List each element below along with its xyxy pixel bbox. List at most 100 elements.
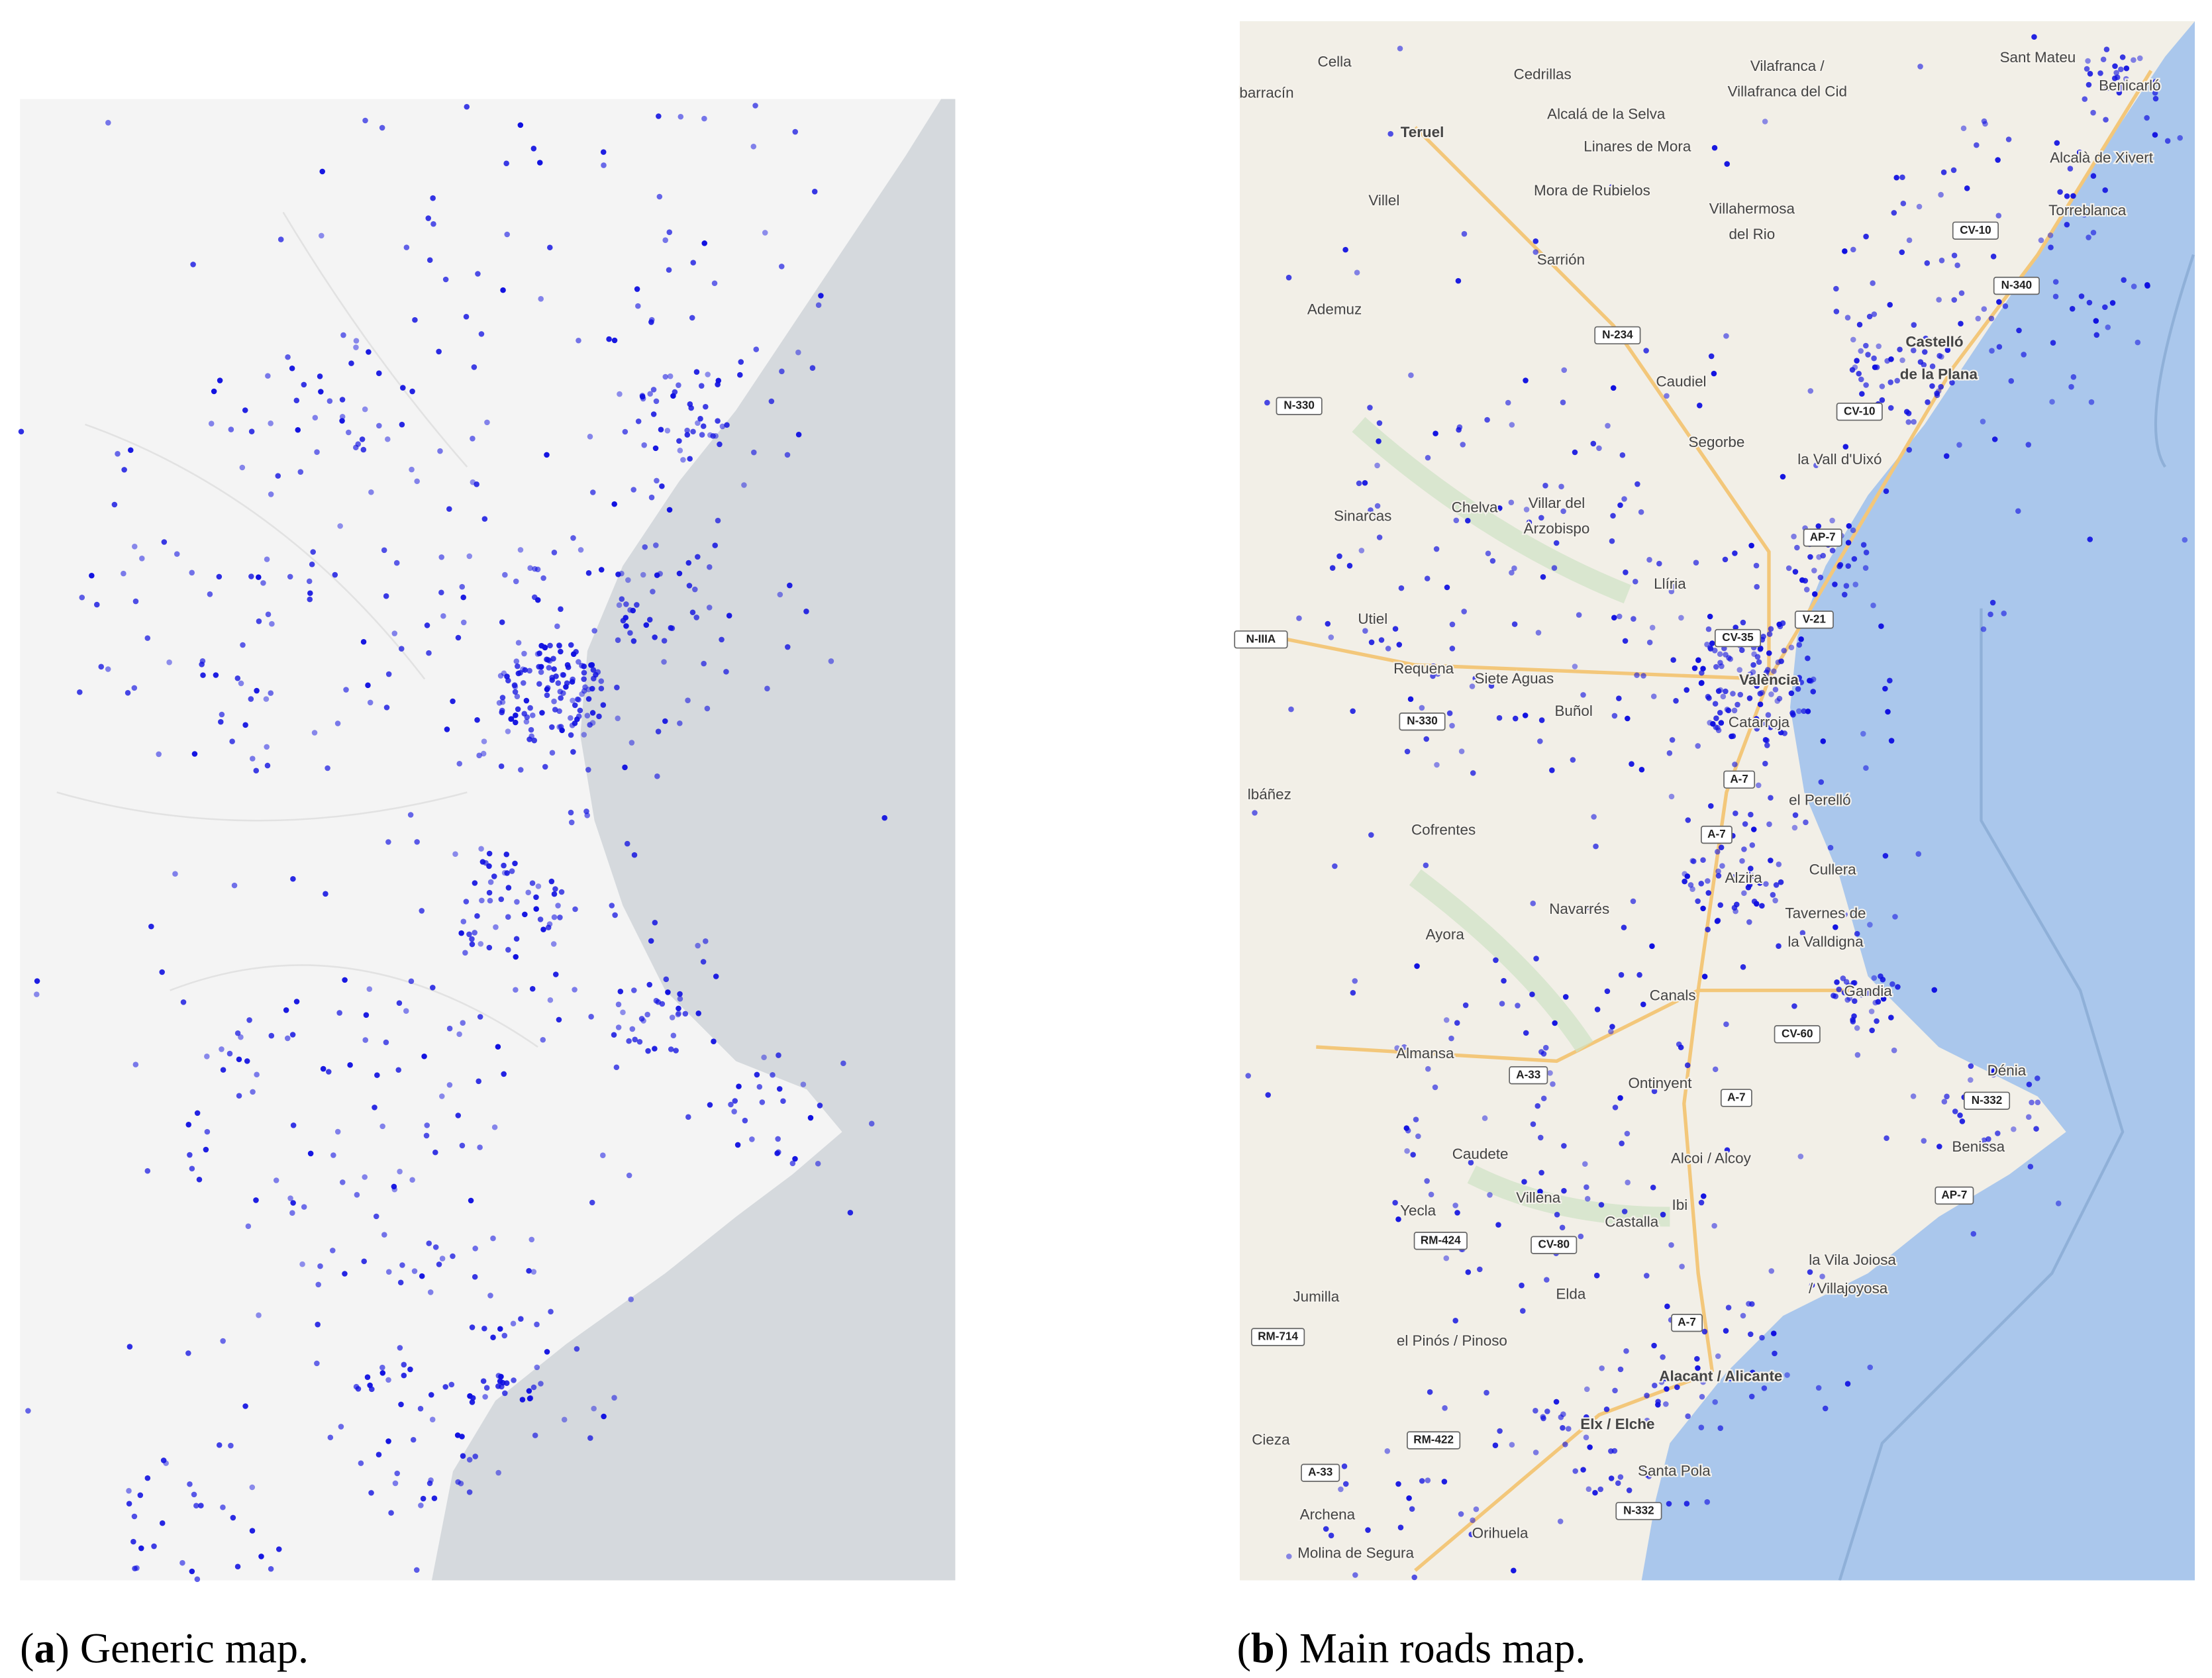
point xyxy=(881,814,887,821)
point xyxy=(686,583,693,589)
point xyxy=(764,685,770,692)
point xyxy=(1489,558,1496,564)
point xyxy=(1401,1044,1407,1050)
point xyxy=(327,1434,334,1441)
point xyxy=(684,432,691,438)
point xyxy=(444,726,450,732)
point xyxy=(724,422,730,428)
point xyxy=(1822,1405,1829,1412)
point xyxy=(511,1377,517,1383)
point xyxy=(776,1149,781,1156)
point xyxy=(2123,75,2129,82)
point xyxy=(549,724,555,730)
point xyxy=(513,658,520,664)
point xyxy=(548,878,555,885)
point xyxy=(2087,536,2093,542)
point xyxy=(1430,673,1436,679)
point xyxy=(1523,507,1530,513)
point xyxy=(568,809,574,816)
point xyxy=(646,981,652,988)
point xyxy=(505,885,512,891)
point xyxy=(630,638,637,644)
point xyxy=(1252,810,1258,816)
point xyxy=(1770,892,1776,898)
point xyxy=(360,639,367,645)
point xyxy=(547,642,553,649)
point xyxy=(501,1332,508,1339)
point xyxy=(442,276,449,283)
point xyxy=(1432,1084,1438,1091)
point xyxy=(338,1424,344,1430)
point xyxy=(784,452,791,458)
point xyxy=(1529,991,1535,997)
point xyxy=(698,383,705,389)
point xyxy=(2050,340,2056,346)
point xyxy=(611,1032,617,1038)
point xyxy=(397,1168,403,1175)
point xyxy=(1460,442,1466,448)
point xyxy=(1717,709,1723,716)
point xyxy=(673,1048,679,1054)
point xyxy=(419,908,425,914)
point xyxy=(631,852,638,858)
point xyxy=(652,634,658,640)
point xyxy=(1751,898,1758,905)
point xyxy=(587,722,593,728)
point xyxy=(1410,1152,1416,1158)
point xyxy=(1731,707,1738,714)
point xyxy=(2025,1114,2032,1120)
point xyxy=(560,671,566,678)
point xyxy=(1892,914,1898,920)
point xyxy=(662,373,669,380)
point xyxy=(472,880,478,886)
point xyxy=(1872,999,1879,1006)
point xyxy=(568,642,574,648)
point xyxy=(469,941,476,948)
point xyxy=(2090,109,2096,116)
point xyxy=(138,1545,144,1552)
point xyxy=(817,1103,823,1109)
point xyxy=(216,573,223,580)
point xyxy=(1882,853,1889,859)
place-label: Ademuz xyxy=(1307,301,1362,317)
point xyxy=(670,1032,677,1039)
point xyxy=(2002,303,2009,309)
point xyxy=(1609,1024,1615,1030)
road-shield xyxy=(1671,1314,1703,1332)
place-label: Torreblanca xyxy=(2048,202,2127,219)
point xyxy=(1644,1393,1650,1399)
point xyxy=(1608,1448,1614,1454)
place-label: Caudete xyxy=(1452,1146,1509,1162)
point xyxy=(1587,1444,1593,1450)
point xyxy=(1354,270,1360,275)
point xyxy=(1865,352,1871,358)
point xyxy=(1718,844,1725,851)
point xyxy=(203,1146,209,1153)
point xyxy=(1771,668,1777,674)
place-label: Cedrillas xyxy=(1514,66,1572,83)
point xyxy=(1342,246,1348,253)
point xyxy=(695,942,701,949)
point xyxy=(574,696,581,703)
point xyxy=(1352,1572,1358,1578)
point xyxy=(2123,65,2130,72)
point xyxy=(144,1167,151,1174)
point xyxy=(1815,523,1822,529)
point xyxy=(409,466,415,473)
point xyxy=(1866,989,1872,995)
point xyxy=(242,407,248,413)
point xyxy=(1726,655,1732,661)
point xyxy=(615,1024,622,1030)
point xyxy=(1701,1193,1707,1199)
place-label: Catarroja xyxy=(1729,714,1790,730)
point xyxy=(737,371,743,378)
point xyxy=(1921,362,1927,368)
point xyxy=(570,749,576,755)
point xyxy=(538,296,544,302)
point xyxy=(601,1413,607,1420)
point xyxy=(131,685,138,691)
point xyxy=(501,1071,507,1077)
point xyxy=(1352,978,1358,984)
point xyxy=(376,422,382,429)
point xyxy=(1557,1518,1564,1524)
